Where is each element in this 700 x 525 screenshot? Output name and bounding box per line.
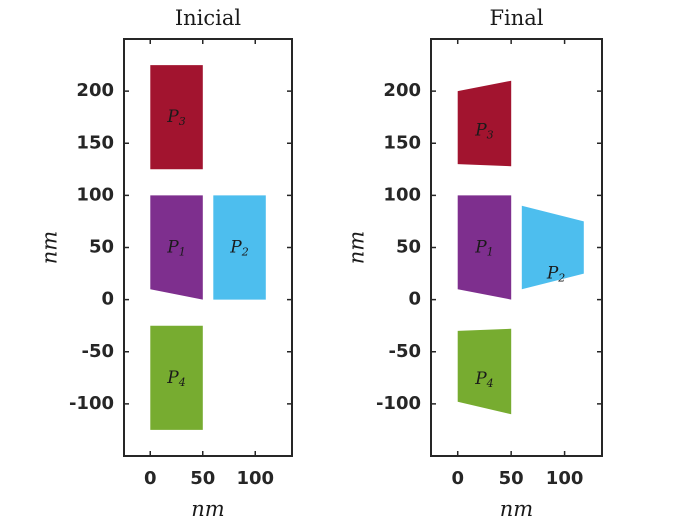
y-tick-label: 100 — [383, 184, 421, 205]
y-tick-label: 200 — [76, 80, 114, 101]
y-tick-label: 50 — [396, 237, 421, 258]
label-p3: P3 — [474, 120, 493, 142]
shape-p1 — [150, 195, 203, 300]
x-axis-label: nm — [191, 497, 224, 521]
label-p1: P1 — [166, 237, 185, 259]
x-tick-label: 100 — [546, 468, 584, 489]
shape-p2 — [213, 195, 266, 300]
y-tick-label: 150 — [383, 132, 421, 153]
label-p4: P4 — [474, 368, 493, 390]
axes-inicial: P3 P1 P2 P4 0 50 100 200 150 100 50 0 -50 -100 Inicial… — [38, 6, 293, 521]
label-p1: P1 — [474, 237, 493, 259]
label-p3: P3 — [166, 107, 185, 129]
axes-frame — [123, 38, 293, 457]
shape-p3 — [150, 65, 203, 170]
y-tick-label: 100 — [76, 184, 114, 205]
label-p4: P4 — [166, 367, 185, 389]
y-tick-label: 150 — [76, 132, 114, 153]
axes-final: P3 P1 P2 P4 0 50 100 200 150 100 50 0 -50 -100 Final nm… — [345, 6, 603, 521]
x-tick-label: 0 — [144, 468, 157, 489]
label-p2: P2 — [229, 237, 248, 259]
y-tick-label: 50 — [89, 237, 114, 258]
y-tick-label: -100 — [376, 393, 421, 414]
chart-title: Inicial — [175, 6, 242, 30]
y-axis-label: nm — [345, 231, 369, 264]
shape-p3 — [457, 80, 512, 167]
y-tick-label: 200 — [383, 80, 421, 101]
chart-title: Final — [489, 6, 543, 30]
shape-p2 — [521, 205, 584, 290]
y-tick-label: 0 — [101, 289, 114, 310]
shape-p4 — [457, 328, 512, 415]
x-axis-label: nm — [500, 497, 533, 521]
shape-p4 — [150, 325, 203, 430]
x-tick-label: 0 — [451, 468, 464, 489]
y-tick-label: -50 — [81, 341, 114, 362]
y-tick-label: 0 — [408, 289, 421, 310]
y-tick-label: -100 — [69, 393, 114, 414]
x-tick-label: 50 — [190, 468, 215, 489]
x-tick-label: 100 — [236, 468, 274, 489]
y-tick-label: -50 — [388, 341, 421, 362]
label-p2: P2 — [546, 263, 565, 285]
x-tick-label: 50 — [499, 468, 524, 489]
shape-p1 — [457, 195, 512, 300]
y-axis-label: nm — [38, 231, 62, 264]
